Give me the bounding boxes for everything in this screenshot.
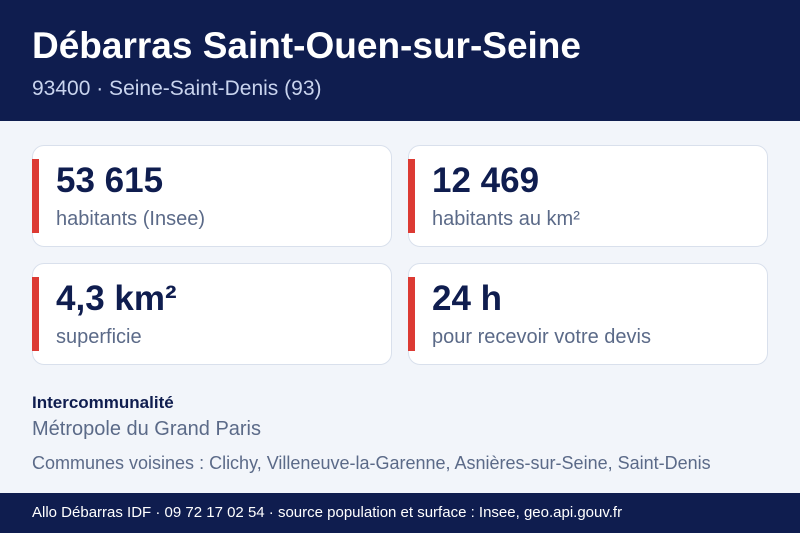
header-banner: Débarras Saint-Ouen-sur-Seine 93400 · Se… (0, 0, 800, 121)
stat-label: pour recevoir votre devis (432, 326, 651, 348)
stat-card-quote-delay: 24 h pour recevoir votre devis (408, 263, 768, 365)
intercommunalite-value: Métropole du Grand Paris (32, 418, 262, 440)
stat-value: 4,3 km² (56, 279, 177, 318)
stat-label: habitants au km² (432, 208, 580, 230)
stat-card-population: 53 615 habitants (Insee) (32, 145, 392, 247)
accent-bar (408, 159, 415, 233)
footer-bar: Allo Débarras IDF · 09 72 17 02 54 · sou… (0, 493, 800, 533)
stat-value: 53 615 (56, 161, 164, 200)
stat-label: habitants (Insee) (56, 208, 205, 230)
page-subtitle: 93400 · Seine-Saint-Denis (93) (32, 77, 322, 100)
stat-label: superficie (56, 326, 142, 348)
stat-value: 12 469 (432, 161, 540, 200)
intercommunalite-heading: Intercommunalité (32, 393, 174, 412)
neighboring-communes: Communes voisines : Clichy, Villeneuve-l… (32, 453, 711, 473)
stat-card-density: 12 469 habitants au km² (408, 145, 768, 247)
stat-card-area: 4,3 km² superficie (32, 263, 392, 365)
accent-bar (32, 277, 39, 351)
accent-bar (408, 277, 415, 351)
stat-value: 24 h (432, 279, 503, 318)
accent-bar (32, 159, 39, 233)
footer-text: Allo Débarras IDF · 09 72 17 02 54 · sou… (32, 504, 623, 521)
page-title: Débarras Saint-Ouen-sur-Seine (32, 25, 581, 66)
